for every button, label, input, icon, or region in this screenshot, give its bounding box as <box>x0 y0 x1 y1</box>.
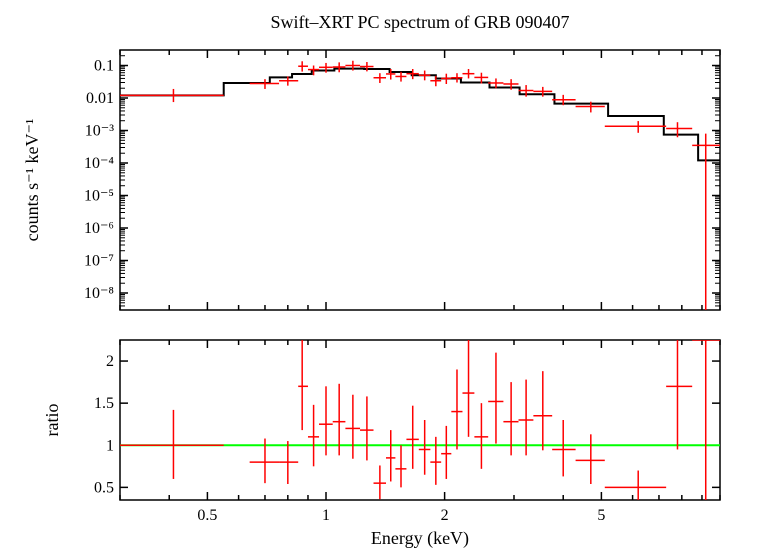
svg-text:10⁻³: 10⁻³ <box>85 123 114 140</box>
model-line <box>120 69 720 161</box>
svg-text:0.1: 0.1 <box>94 58 114 75</box>
chart-svg: Swift–XRT PC spectrum of GRB 090407 0.5 1 2… <box>0 0 758 556</box>
spectrum-data <box>120 61 720 310</box>
chart-title: Swift–XRT PC spectrum of GRB 090407 <box>270 12 569 32</box>
x-axis-label: Energy (keV) <box>371 528 469 549</box>
svg-text:10⁻⁶: 10⁻⁶ <box>84 220 114 237</box>
svg-text:1: 1 <box>322 507 330 524</box>
chart-container: Swift–XRT PC spectrum of GRB 090407 0.5 1 2… <box>0 0 758 556</box>
ratio-data <box>120 340 720 500</box>
svg-text:10⁻⁷: 10⁻⁷ <box>84 253 114 270</box>
svg-text:2: 2 <box>441 507 449 524</box>
svg-text:1.5: 1.5 <box>94 395 114 412</box>
svg-text:10⁻⁴: 10⁻⁴ <box>84 155 114 172</box>
svg-text:0.5: 0.5 <box>197 507 217 524</box>
svg-text:5: 5 <box>597 507 605 524</box>
y-axis-label-bottom: ratio <box>42 404 62 437</box>
svg-text:1: 1 <box>106 437 114 454</box>
svg-text:2: 2 <box>106 353 114 370</box>
svg-text:0.5: 0.5 <box>94 479 114 496</box>
svg-text:0.01: 0.01 <box>86 90 114 107</box>
svg-text:10⁻⁵: 10⁻⁵ <box>84 188 114 205</box>
y-axis-label-top: counts s⁻¹ keV⁻¹ <box>22 119 42 242</box>
svg-text:10⁻⁸: 10⁻⁸ <box>84 285 114 302</box>
